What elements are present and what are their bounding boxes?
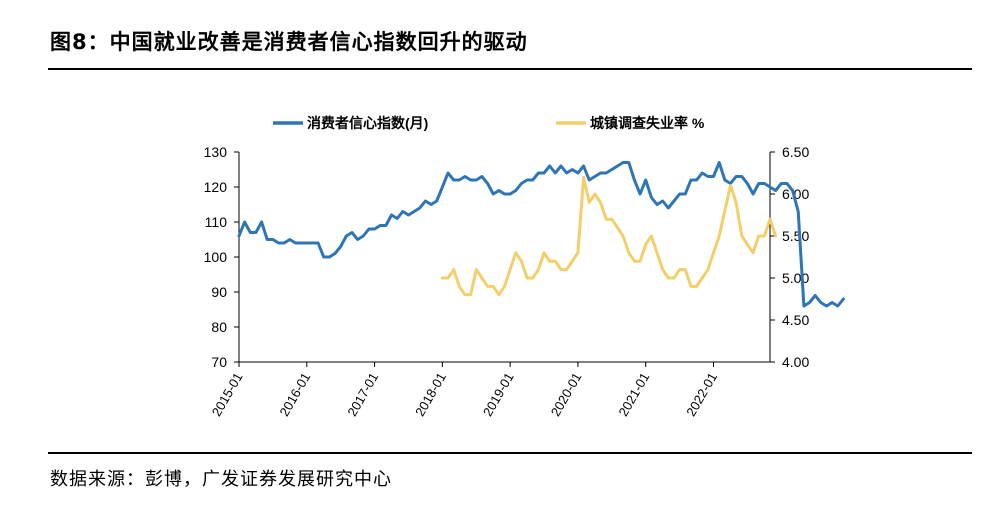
figure-title: 图8：中国就业改善是消费者信心指数回升的驱动 (50, 30, 528, 54)
legend-label-unemployment: 城镇调查失业率 % (590, 115, 705, 131)
y-left-tick-label: 110 (205, 214, 228, 230)
x-tick-label: 2022-01 (683, 370, 720, 419)
bottom-rule (48, 452, 972, 454)
y-left-tick-label: 80 (211, 319, 227, 335)
y-right-tick-label: 5.00 (782, 270, 809, 286)
y-left-tick-label: 130 (204, 144, 228, 160)
y-left-tick-label: 120 (204, 179, 228, 195)
source-note: 数据来源：彭博，广发证券发展研究中心 (50, 469, 392, 490)
y-left-tick-label: 100 (204, 249, 228, 265)
series-line-confidence (237, 161, 845, 308)
top-rule (48, 68, 972, 70)
x-tick-label: 2018-01 (412, 370, 449, 419)
y-right-tick-label: 6.00 (782, 186, 809, 202)
chart-legend: 消费者信心指数(月) 城镇调查失业率 % (273, 115, 705, 131)
x-tick-label: 2016-01 (277, 370, 314, 419)
y-right-tick-label: 4.50 (782, 312, 809, 328)
chart-series (237, 161, 845, 308)
x-tick-label: 2020-01 (548, 370, 585, 419)
x-tick-label: 2015-01 (209, 370, 246, 419)
x-tick-label: 2019-01 (480, 370, 517, 419)
y-right-tick-label: 4.00 (782, 354, 809, 370)
y-right-tick-label: 5.50 (782, 228, 809, 244)
y-left-tick-label: 90 (211, 284, 227, 300)
legend-label-confidence: 消费者信心指数(月) (307, 115, 428, 131)
series-line-unemployment (440, 175, 778, 297)
y-left-tick-label: 70 (211, 354, 227, 370)
x-tick-label: 2017-01 (344, 370, 381, 419)
x-tick-label: 2021-01 (615, 370, 652, 419)
y-right-tick-label: 6.50 (782, 144, 809, 160)
